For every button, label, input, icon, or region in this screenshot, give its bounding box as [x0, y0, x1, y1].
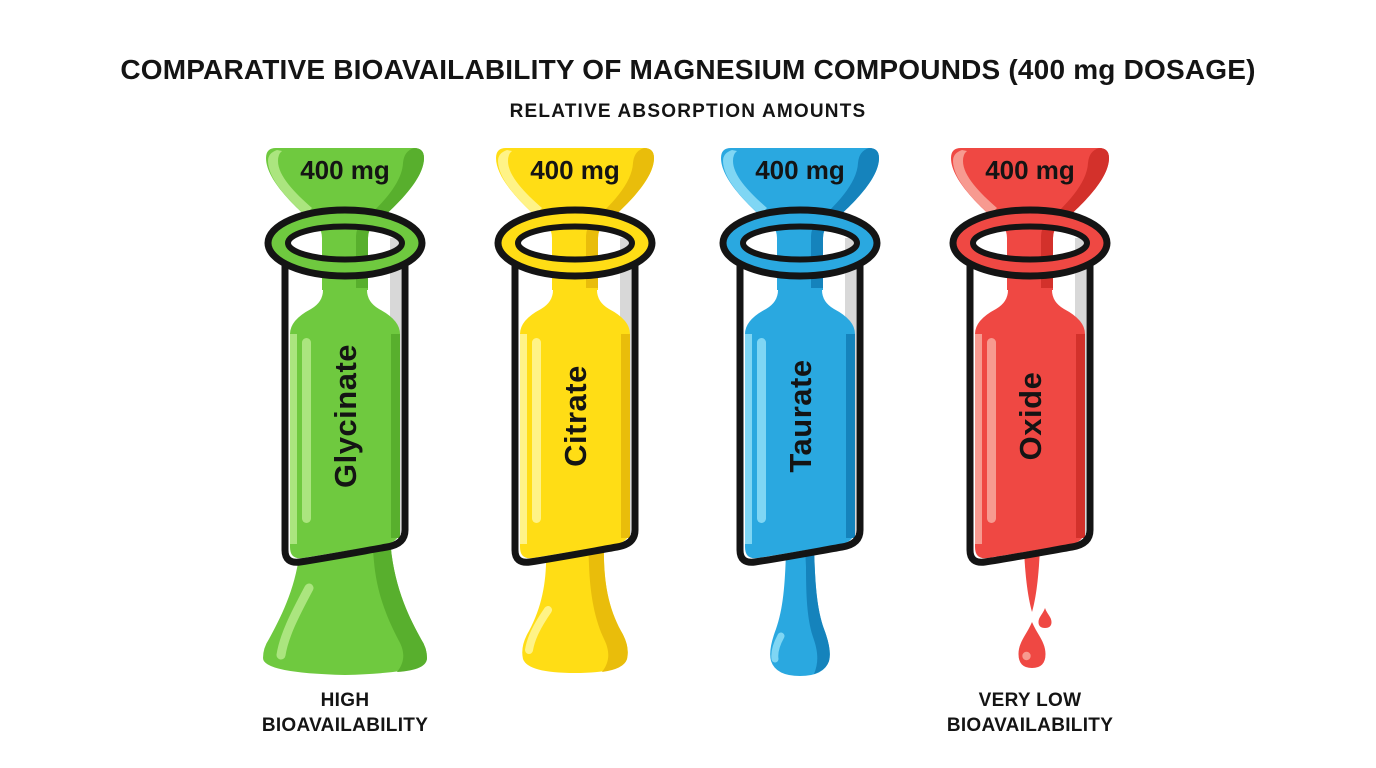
ring-inner-outline — [970, 223, 1090, 263]
flow-stream-wide — [263, 538, 427, 675]
compound-label: Taurate — [783, 359, 818, 472]
funnel-shade — [1041, 148, 1109, 288]
funnel-shade — [356, 148, 424, 288]
ring-outer-outline — [949, 206, 1111, 280]
flow-highlight — [525, 606, 552, 654]
liquid-highlight — [987, 338, 996, 523]
caption-oxide: VERY LOW BIOAVAILABILITY — [915, 688, 1145, 738]
compound-label: Oxide — [1013, 372, 1048, 461]
liquid-right-shade — [391, 334, 400, 538]
ring-band — [725, 210, 875, 276]
compound-label: Glycinate — [328, 344, 363, 488]
caption-glycinate: HIGH BIOAVAILABILITY — [230, 688, 460, 738]
compound-label: Citrate — [558, 365, 593, 467]
tube-column-taurate: 400 mg Taurate — [685, 148, 915, 713]
ring-band — [270, 210, 420, 276]
liquid-left-sheen — [745, 334, 752, 544]
droplet-small — [1038, 608, 1052, 628]
tube-graphic-citrate: 400 mg Citrate — [494, 148, 656, 673]
flow-highlight — [771, 632, 785, 663]
flow-stream-medium — [522, 539, 628, 673]
dose-label: 400 mg — [300, 155, 390, 185]
liquid-highlight — [532, 338, 541, 523]
tube-outline — [966, 242, 1094, 566]
funnel-highlight — [268, 150, 312, 215]
ring-outer-outline — [719, 206, 881, 280]
flow-shade — [588, 539, 628, 672]
tube-outline — [511, 242, 639, 566]
caption-line2: BIOAVAILABILITY — [261, 715, 429, 737]
funnel-highlight — [953, 150, 997, 215]
page-title: COMPARATIVE BIOAVAILABILITY OF MAGNESIUM… — [120, 54, 1256, 85]
dose-label: 400 mg — [755, 155, 845, 185]
funnel-shade — [811, 148, 879, 288]
funnel-highlight — [498, 150, 542, 215]
liquid-highlight — [302, 338, 311, 523]
liquid-right-shade — [846, 334, 855, 538]
ring-band — [955, 210, 1105, 276]
flow-stream-drip — [1018, 545, 1052, 668]
ring-inner-outline — [740, 223, 860, 263]
caption-line2: BIOAVAILABILITY — [946, 715, 1114, 737]
tube-outline — [736, 242, 864, 566]
liquid — [745, 238, 855, 559]
flow-highlight — [276, 583, 314, 660]
drip-stream — [1024, 545, 1040, 612]
ring-band — [500, 210, 650, 276]
liquid-highlight — [757, 338, 766, 523]
liquid-left-sheen — [290, 334, 297, 544]
tube-outline — [281, 242, 409, 566]
flow-shade — [372, 538, 427, 672]
caption-citrate — [460, 688, 690, 713]
liquid — [290, 238, 400, 559]
tube-graphic-oxide: 400 mg Oxide — [949, 148, 1111, 668]
tube-graphic-taurate: 400 mg Taurate — [719, 148, 881, 676]
liquid-left-sheen — [520, 334, 527, 544]
ring-inner-outline — [515, 223, 635, 263]
dose-label: 400 mg — [985, 155, 1075, 185]
droplet — [1018, 622, 1046, 668]
flow-stream-narrow — [770, 545, 830, 676]
ring-inner-outline — [285, 223, 405, 263]
tube-column-citrate: 400 mg Citrate — [460, 148, 690, 713]
page-subtitle: RELATIVE ABSORPTION AMOUNTS — [509, 101, 867, 122]
liquid — [975, 238, 1085, 559]
liquid-right-shade — [621, 334, 630, 538]
liquid-left-sheen — [975, 334, 982, 544]
tube-graphic-glycinate: 400 mg Glycinate — [263, 148, 427, 675]
droplet-highlight — [1022, 651, 1031, 661]
ring-outer-outline — [264, 206, 426, 280]
funnel-shade — [586, 148, 654, 288]
caption-taurate — [685, 688, 915, 713]
funnel-highlight — [723, 150, 767, 215]
flow-shade — [805, 545, 830, 674]
dose-label: 400 mg — [530, 155, 620, 185]
caption-line1: VERY LOW — [978, 690, 1082, 711]
liquid — [520, 238, 630, 559]
tube-column-oxide: 400 mg Oxide VERY LOW BIOAVAILABILITY — [915, 148, 1145, 738]
caption-line1: HIGH — [320, 690, 370, 711]
ring-outer-outline — [494, 206, 656, 280]
liquid-right-shade — [1076, 334, 1085, 538]
tube-column-glycinate: 400 mg Glycinate HIGH BIOAVAILABILITY — [230, 148, 460, 738]
